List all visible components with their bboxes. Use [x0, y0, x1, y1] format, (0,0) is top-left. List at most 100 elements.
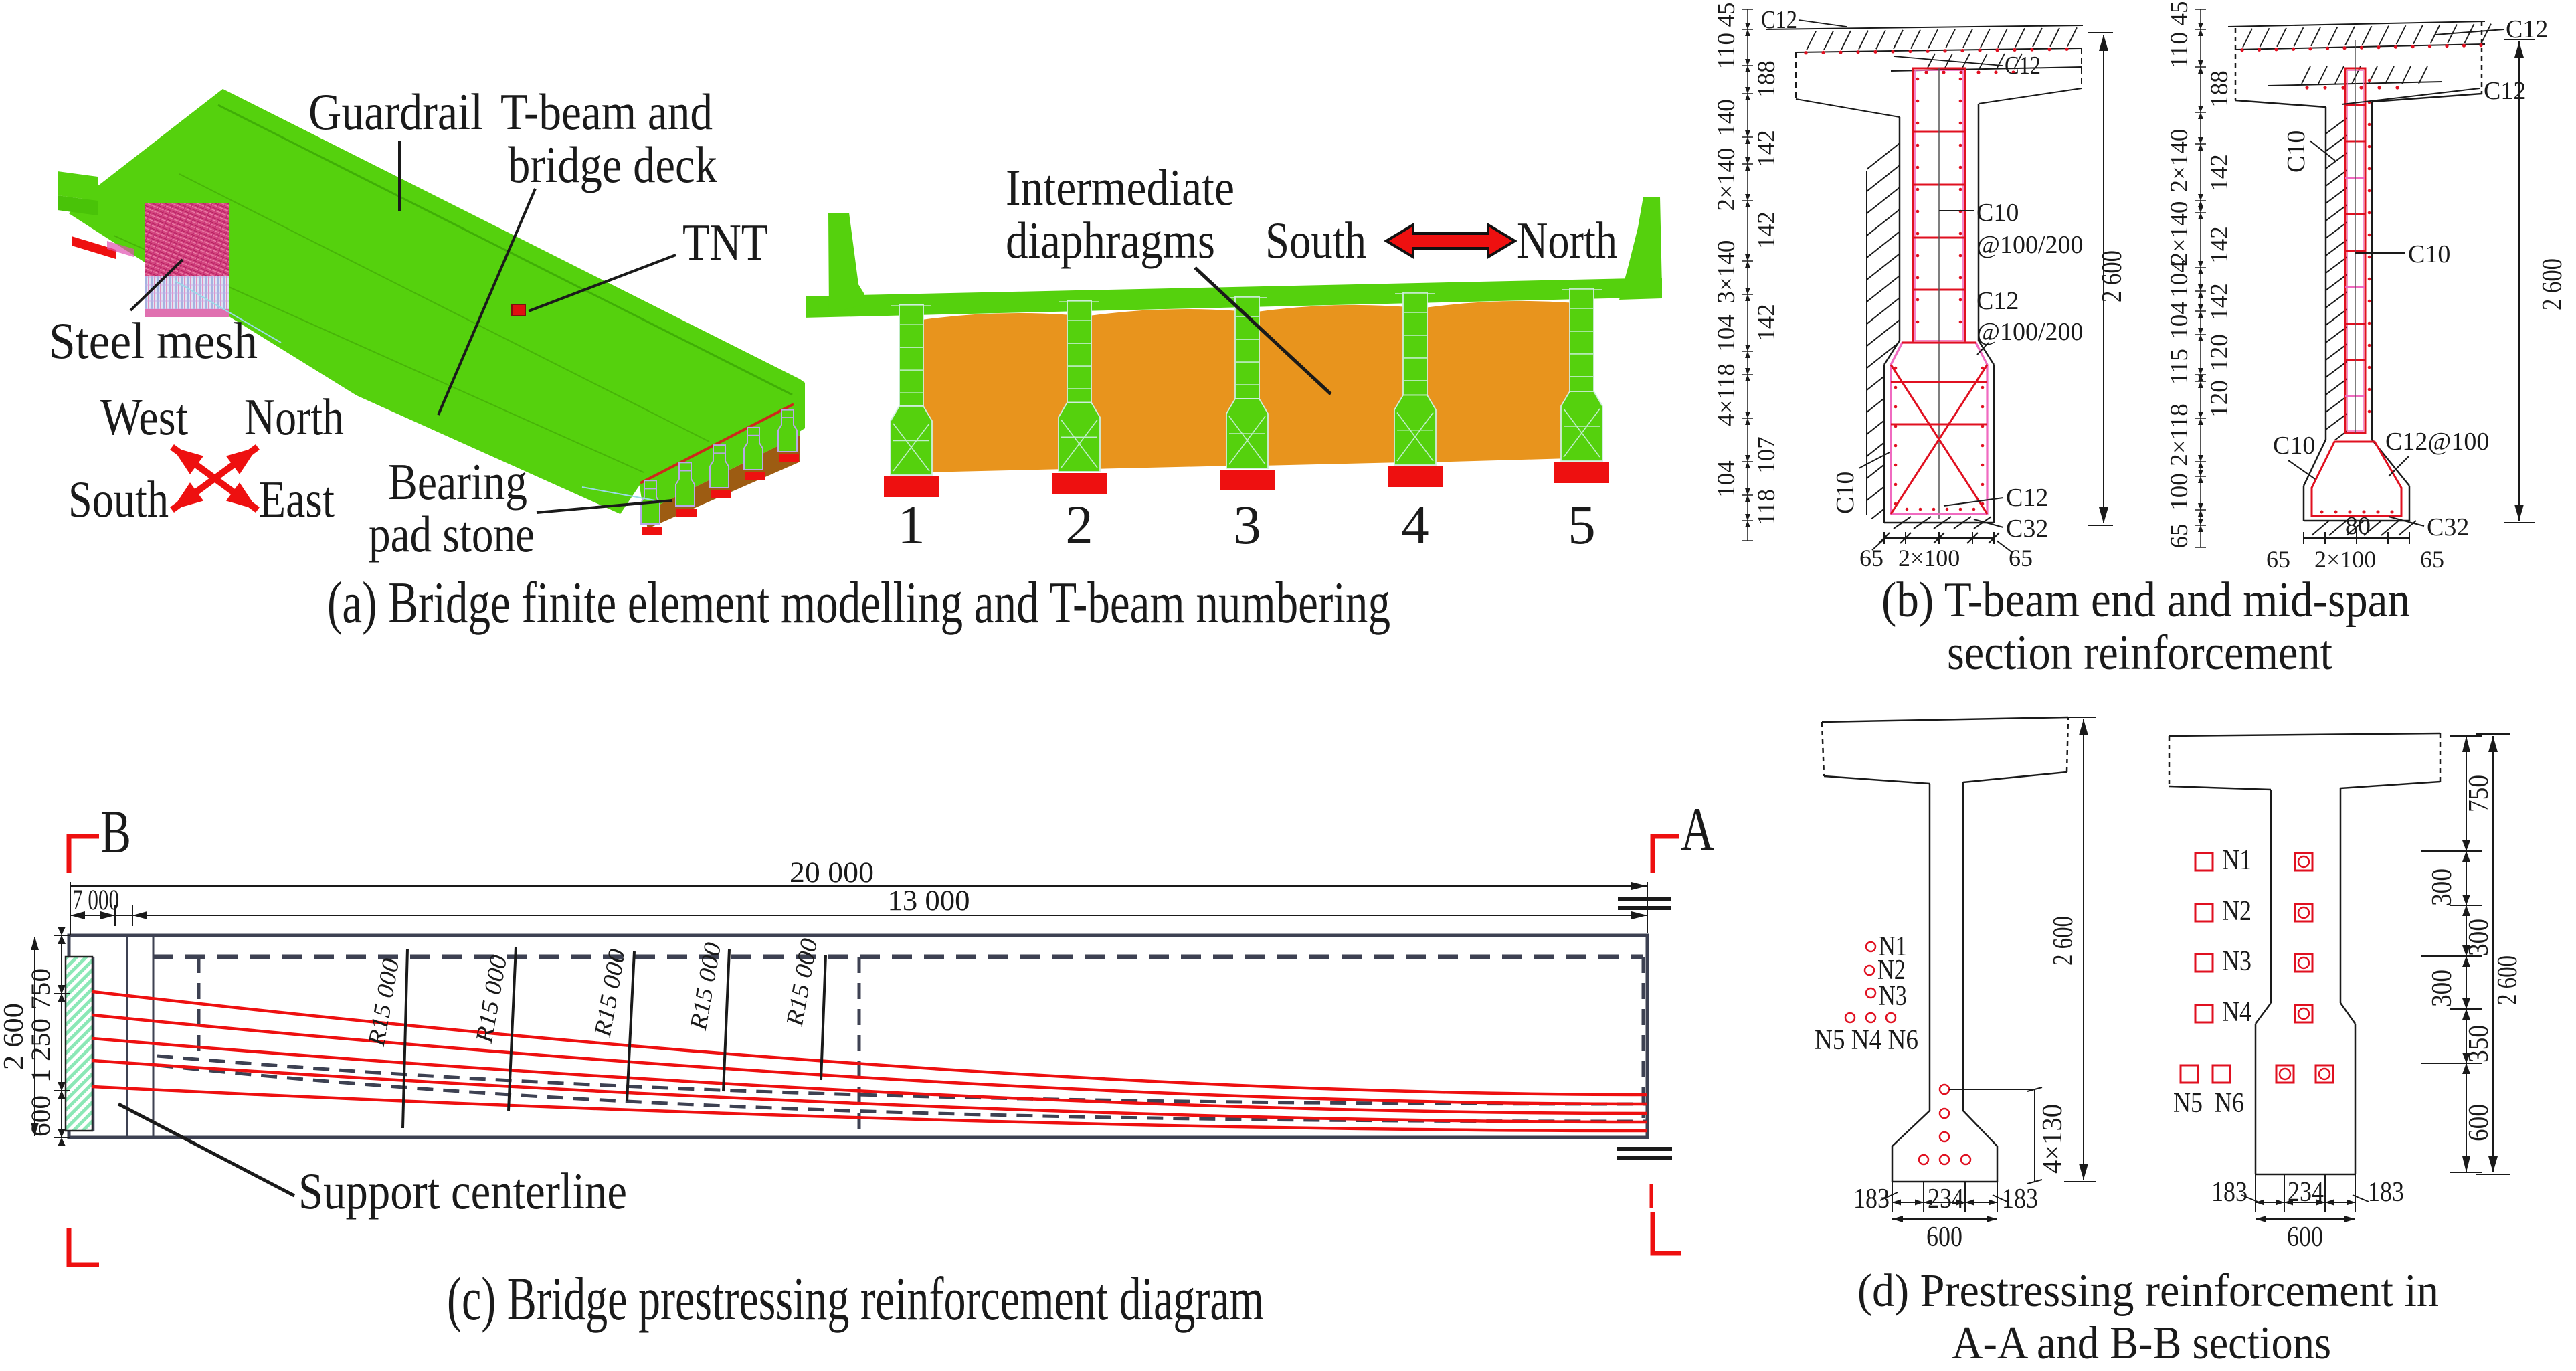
- svg-text:65: 65: [2266, 546, 2290, 573]
- svg-text:120: 120: [2206, 380, 2233, 418]
- svg-text:bridge deck: bridge deck: [508, 136, 717, 193]
- svg-text:45: 45: [2166, 1, 2193, 26]
- svg-text:140: 140: [1713, 99, 1740, 136]
- svg-text:104: 104: [1713, 460, 1740, 498]
- svg-text:350: 350: [2464, 1025, 2494, 1063]
- svg-text:1: 1: [897, 494, 925, 555]
- svg-text:65: 65: [2166, 524, 2193, 549]
- svg-text:183: 183: [2002, 1184, 2038, 1214]
- svg-text:Support centerline: Support centerline: [298, 1162, 627, 1220]
- svg-text:2×100: 2×100: [1898, 545, 1960, 571]
- svg-text:183: 183: [2211, 1177, 2247, 1208]
- svg-text:600: 600: [25, 1095, 56, 1137]
- svg-text:A-A and B-B sections: A-A and B-B sections: [1952, 1317, 2331, 1369]
- svg-text:104: 104: [2166, 260, 2193, 298]
- svg-text:234: 234: [2288, 1177, 2324, 1208]
- svg-text:300: 300: [2464, 919, 2494, 956]
- svg-text:2×140: 2×140: [2166, 129, 2193, 193]
- svg-text:N2: N2: [1877, 955, 1906, 986]
- svg-text:C12: C12: [1761, 6, 1797, 34]
- svg-text:Intermediate: Intermediate: [1006, 159, 1234, 216]
- svg-text:65: 65: [2420, 546, 2444, 573]
- svg-text:110: 110: [1713, 33, 1740, 69]
- svg-text:C12: C12: [1976, 287, 2019, 315]
- svg-text:N5 N4 N6: N5 N4 N6: [1815, 1025, 1918, 1056]
- svg-text:300: 300: [2427, 970, 2458, 1007]
- svg-text:3×140: 3×140: [1713, 240, 1740, 304]
- svg-text:(c) Bridge prestressing reinfo: (c) Bridge prestressing reinforcement di…: [447, 1265, 1264, 1333]
- svg-text:65: 65: [1859, 545, 1883, 571]
- svg-text:C12: C12: [2006, 484, 2048, 512]
- svg-text:N3: N3: [2222, 946, 2251, 977]
- svg-text:B: B: [100, 798, 131, 866]
- svg-text:80: 80: [2345, 512, 2371, 540]
- svg-text:@100/200: @100/200: [1976, 318, 2084, 346]
- svg-text:North: North: [1517, 211, 1617, 269]
- svg-text:Bearing: Bearing: [388, 453, 527, 511]
- svg-text:142: 142: [2206, 283, 2233, 321]
- svg-text:142: 142: [2206, 226, 2233, 264]
- svg-text:142: 142: [1753, 304, 1780, 341]
- svg-text:N1: N1: [1879, 931, 1907, 962]
- svg-text:4×118: 4×118: [1713, 363, 1740, 426]
- svg-text:C10: C10: [2282, 130, 2310, 173]
- svg-text:300: 300: [2427, 869, 2458, 906]
- svg-text:2×140: 2×140: [2166, 201, 2193, 265]
- svg-text:110: 110: [2166, 32, 2193, 68]
- svg-text:C12@100: C12@100: [2385, 428, 2489, 456]
- svg-text:2 600: 2 600: [2537, 258, 2568, 310]
- svg-text:142: 142: [2206, 154, 2233, 191]
- svg-text:2×140: 2×140: [1713, 148, 1740, 211]
- svg-text:T-beam and: T-beam and: [500, 83, 713, 141]
- svg-text:pad stone: pad stone: [369, 505, 535, 563]
- svg-text:N5: N5: [2173, 1088, 2203, 1119]
- svg-text:N1: N1: [2222, 845, 2251, 876]
- svg-text:East: East: [259, 470, 335, 528]
- svg-text:C10: C10: [2273, 432, 2315, 460]
- svg-text:142: 142: [1753, 211, 1780, 249]
- svg-text:7 000: 7 000: [72, 885, 119, 916]
- svg-text:C32: C32: [2427, 513, 2469, 541]
- svg-text:section reinforcement: section reinforcement: [1947, 626, 2332, 680]
- svg-text:C10: C10: [1976, 199, 2019, 227]
- svg-text:A: A: [1681, 795, 1714, 863]
- svg-text:(b) T-beam end and mid-span: (b) T-beam end and mid-span: [1881, 573, 2410, 628]
- svg-text:2 600: 2 600: [2492, 955, 2523, 1005]
- svg-text:107: 107: [1753, 436, 1780, 474]
- svg-text:C12: C12: [2005, 52, 2041, 80]
- svg-text:2 600: 2 600: [2097, 250, 2128, 302]
- svg-text:N4: N4: [2222, 997, 2251, 1028]
- svg-text:3: 3: [1233, 494, 1261, 555]
- svg-text:Steel mesh: Steel mesh: [49, 312, 258, 369]
- svg-text:South: South: [68, 470, 169, 528]
- svg-text:2×100: 2×100: [2314, 546, 2376, 573]
- svg-text:45: 45: [1713, 3, 1740, 27]
- svg-text:20 000: 20 000: [790, 857, 874, 889]
- svg-text:600: 600: [1926, 1222, 1962, 1253]
- svg-text:C10: C10: [1831, 472, 1859, 514]
- svg-text:13 000: 13 000: [888, 885, 970, 917]
- svg-text:2: 2: [1065, 494, 1093, 555]
- svg-text:South: South: [1265, 211, 1366, 269]
- svg-text:118: 118: [1753, 489, 1780, 525]
- svg-text:104: 104: [1713, 314, 1740, 352]
- svg-text:600: 600: [2287, 1222, 2323, 1253]
- svg-text:(d) Prestressing reinforcement: (d) Prestressing reinforcement in: [1857, 1265, 2439, 1317]
- svg-text:183: 183: [2368, 1177, 2404, 1208]
- svg-text:750: 750: [2464, 775, 2494, 812]
- svg-text:4×130: 4×130: [2037, 1104, 2068, 1174]
- svg-text:North: North: [244, 388, 344, 446]
- svg-text:4: 4: [1401, 494, 1429, 555]
- svg-text:5: 5: [1568, 494, 1596, 555]
- svg-text:N6: N6: [2215, 1088, 2244, 1119]
- svg-text:600: 600: [2464, 1104, 2494, 1141]
- svg-text:(a) Bridge finite element mode: (a) Bridge finite element modelling and …: [327, 571, 1390, 636]
- svg-text:2×118: 2×118: [2166, 403, 2193, 466]
- svg-text:N3: N3: [1879, 981, 1907, 1012]
- svg-text:104: 104: [2166, 302, 2193, 339]
- svg-text:65: 65: [2009, 545, 2033, 571]
- svg-text:1 250: 1 250: [25, 1018, 56, 1083]
- svg-text:115: 115: [2166, 349, 2193, 385]
- svg-text:2 600: 2 600: [2048, 916, 2079, 966]
- svg-text:100: 100: [2166, 473, 2193, 511]
